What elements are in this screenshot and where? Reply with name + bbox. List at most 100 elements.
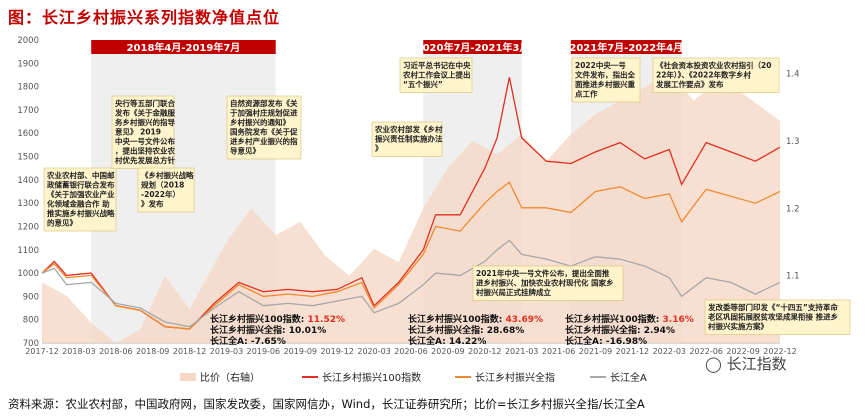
annotation-box	[226, 95, 302, 160]
y-right-tick-label: 1.1	[786, 272, 800, 282]
legend-label: 长江乡村振兴100指数	[322, 371, 421, 384]
x-tick-label: 2022-12	[763, 347, 796, 356]
stat-label: 长江乡村振兴全指:	[565, 324, 644, 336]
stat-value: 11.52%	[308, 315, 346, 325]
stat-value: 3.16%	[663, 315, 694, 325]
annotation-text: 村优先发展总方针	[115, 155, 175, 165]
annotation-text: 发改委等部门印发《“十四五”支持革命	[707, 302, 838, 312]
annotation-text: 农村工作会议上提出	[402, 70, 471, 80]
annotation-text: 乡村振兴的通知》	[230, 117, 290, 127]
x-tick-label: 2021-03	[505, 347, 538, 356]
x-tick-label: 2018-06	[99, 347, 132, 356]
legend-label: 长江全A	[610, 371, 647, 384]
stat-value: 43.69%	[506, 315, 544, 325]
stat-line: 长江乡村振兴全指: 28.68%	[408, 324, 524, 336]
period-label: 2018年4月-2019年7月	[127, 41, 241, 54]
annotation-text: “五个振兴”	[403, 79, 443, 89]
annotation-text: 《社会资本投资农业农村指引（20	[656, 60, 771, 70]
stat-label: 长江乡村振兴全指:	[210, 324, 289, 336]
y-left-tick-label: 1600	[17, 129, 39, 139]
stat-line: 长江乡村振兴100指数: 3.16%	[565, 313, 694, 325]
annotation-text: 务乡村振兴的指导	[115, 117, 175, 127]
annotation-text: 村振兴实施方案》	[708, 321, 768, 331]
stat-line: 长江乡村振兴100指数: 11.52%	[210, 313, 345, 325]
annotation-text: 《关于加强农业产业	[47, 189, 115, 199]
legend-swatch	[180, 373, 196, 381]
x-tick-label: 2020-09	[431, 347, 464, 356]
stat-line: 长江全A: 14.22%	[408, 335, 486, 347]
y-left-tick-label: 1700	[17, 106, 39, 116]
annotation-box	[472, 265, 624, 301]
annotation-text: 中央一号文件公布	[115, 136, 175, 146]
annotation-text: 村振兴局正式挂牌成立	[476, 287, 551, 297]
annotation-text: 振兴责任制实施办法	[375, 134, 443, 144]
y-left-tick-label: 1200	[17, 222, 39, 232]
x-tick-label: 2021-12	[616, 347, 649, 356]
annotation-text: 政储蓄银行联合发布	[47, 180, 115, 190]
annotation-box	[43, 167, 117, 232]
annotation-text: 发展工作要点》发布	[655, 79, 724, 89]
figure-title: 图：长江乡村振兴系列指数净值点位	[8, 8, 281, 27]
annotation-text: 22年）》、《2022年数字乡村	[656, 70, 752, 80]
x-tick-label: 2017-12	[25, 347, 58, 356]
period-header	[91, 40, 276, 54]
annotation-text: 进乡村产业振兴的指	[230, 136, 298, 146]
annotation-box	[704, 299, 851, 335]
annotation-text: 习近平总书记在中央	[403, 60, 471, 70]
y-left-tick-label: 800	[23, 316, 39, 326]
source-note: 资料来源：农业农村部，中国政府网，国家发改委，国家网信办，Wind，长江证券研究…	[8, 397, 645, 411]
x-tick-label: 2018-03	[62, 347, 95, 356]
y-left-tick-label: 1400	[17, 176, 39, 186]
annotation-text: 》发布	[141, 199, 164, 209]
annotation-text: 的意见》	[47, 218, 77, 228]
stat-value: -7.65%	[251, 337, 286, 347]
stat-line: 长江乡村振兴100指数: 43.69%	[408, 313, 543, 325]
stat-value: 10.01%	[289, 326, 327, 336]
stat-value: 2.94%	[644, 326, 675, 336]
annotation-text: 央行等五部门联合	[115, 98, 175, 108]
x-tick-label: 2020-12	[468, 347, 501, 356]
series-line-2	[41, 181, 781, 330]
annotation-text: 于加强村庄规划促进	[230, 108, 298, 118]
annotation-text: 意见》 2019	[115, 127, 161, 137]
stat-label: 长江乡村振兴100指数:	[565, 313, 663, 325]
y-left-tick-label: 1900	[17, 59, 39, 69]
annotation-text: 发布《关于金融服	[114, 108, 175, 118]
x-tick-label: 2021-09	[579, 347, 612, 356]
y-left-tick-label: 1300	[17, 199, 39, 209]
stat-line: 长江乡村振兴全指: 2.94%	[565, 324, 675, 336]
x-tick-label: 2019-06	[247, 347, 280, 356]
y-left-tick-label: 1100	[17, 246, 39, 256]
y-right-tick-label: 1.3	[786, 137, 800, 147]
annotation-box	[571, 57, 641, 103]
annotation-text: 2021年中央一号文件公布，提出全面推	[476, 268, 610, 278]
annotation-box	[137, 167, 195, 213]
annotation-text: 》	[375, 143, 383, 153]
x-tick-label: 2021-06	[542, 347, 575, 356]
x-tick-label: 2022-06	[689, 347, 722, 356]
annotation-box	[652, 57, 780, 93]
stat-value: -16.98%	[606, 337, 647, 347]
y-left-tick-label: 1500	[17, 153, 39, 163]
series-line-3	[41, 239, 781, 328]
annotation-box	[371, 121, 443, 157]
wechat-icon: ◯	[705, 355, 722, 373]
y-left-tick-label: 700	[23, 339, 39, 349]
y-left-tick-label: 1000	[17, 269, 39, 279]
x-tick-label: 2020-03	[357, 347, 390, 356]
annotation-text: 2022中央一号	[575, 60, 626, 70]
period-header	[423, 40, 522, 54]
annotation-text: 点工作	[575, 89, 598, 99]
legend-label: 长江乡村振兴全指	[475, 371, 555, 384]
stat-label: 长江乡村振兴全指:	[408, 324, 487, 336]
x-tick-label: 2019-09	[284, 347, 317, 356]
stat-label: 长江乡村振兴100指数:	[210, 313, 308, 325]
annotation-text: 进乡村振兴、加快农业农村现代化 国家乡	[476, 278, 614, 288]
watermark-text: 长江指数	[726, 355, 787, 373]
stat-line: 长江全A: -7.65%	[210, 335, 286, 347]
annotation-text: ，提出坚持农业农	[115, 146, 175, 156]
stat-label: 长江全A:	[210, 335, 251, 347]
annotation-box	[399, 57, 473, 93]
x-tick-label: 2018-09	[136, 347, 169, 356]
